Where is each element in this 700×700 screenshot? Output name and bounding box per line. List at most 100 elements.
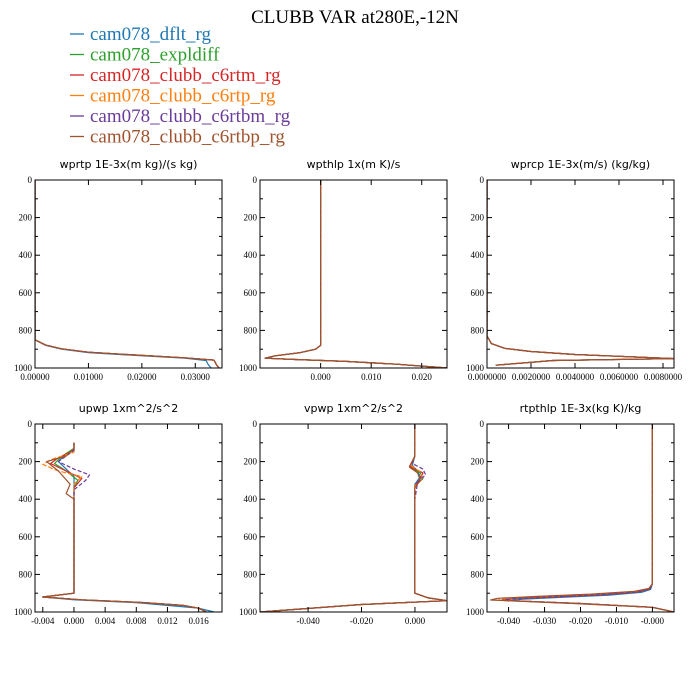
x-tick-label: 0.008 <box>126 616 147 626</box>
y-tick-label: 200 <box>244 457 258 467</box>
panel-title: upwp 1xm^2/s^2 <box>79 402 179 415</box>
x-tick-label: 0.004 <box>95 616 116 626</box>
series-line-cam078_clubb_c6rtp_rg <box>42 442 207 612</box>
y-tick-label: 200 <box>19 457 33 467</box>
y-tick-label: 600 <box>244 532 258 542</box>
y-tick-label: 400 <box>19 494 33 504</box>
y-tick-label: 200 <box>471 213 485 223</box>
plot-frame <box>486 179 675 369</box>
x-tick-label: 0.010 <box>361 372 382 382</box>
y-tick-label: 0 <box>480 419 485 429</box>
legend-item: cam078_clubb_c6rtm_rg <box>70 65 281 86</box>
y-tick-label: 600 <box>471 288 485 298</box>
series-line-cam078_clubb_c6rtbp_rg <box>490 424 674 612</box>
series-line-cam078_clubb_c6rtbm_rg <box>260 424 447 612</box>
x-tick-label: -0.040 <box>296 616 320 626</box>
x-tick-label: -0.020 <box>350 616 374 626</box>
x-tick-label: -0.010 <box>605 616 629 626</box>
y-tick-label: 0 <box>28 175 33 185</box>
x-tick-label: -0.040 <box>497 616 521 626</box>
panel-title: vpwp 1xm^2/s^2 <box>304 402 403 415</box>
legend-label: cam078_expldiff <box>90 45 220 66</box>
series-line-cam078_expldiff <box>487 180 674 366</box>
plot-frame <box>259 179 448 369</box>
legend-label: cam078_clubb_c6rtp_rg <box>90 86 276 107</box>
series-line-cam078_clubb_c6rtp_rg <box>487 180 674 366</box>
y-tick-label: 800 <box>19 325 33 335</box>
figure-title: CLUBB VAR at280E,-12N <box>251 7 459 28</box>
x-tick-label: 0.01000 <box>74 372 104 382</box>
plot-frame <box>259 423 448 613</box>
series-group <box>260 424 447 612</box>
y-tick-label: 200 <box>19 213 33 223</box>
x-tick-label: 0.03000 <box>181 372 211 382</box>
series-line-cam078_dflt_rg <box>508 424 674 612</box>
panel-6: rtpthlp 1E-3x(kg K)/kg 0 200 400 600 800 1000 -… <box>466 402 675 626</box>
series-line-cam078_clubb_c6rtm_rg <box>487 180 674 366</box>
y-tick-label: 200 <box>244 213 258 223</box>
x-tick-label: 0.020 <box>412 372 433 382</box>
series-line-cam078_clubb_c6rtm_rg <box>35 180 220 368</box>
x-tick-label: -0.030 <box>533 616 557 626</box>
series-line-cam078_clubb_c6rtp_rg <box>35 180 220 368</box>
series-line-cam078_clubb_c6rtbp_rg <box>260 424 447 612</box>
y-tick-label: 400 <box>244 250 258 260</box>
x-tick-label: 0.0020000 <box>512 372 551 382</box>
y-tick-label: 400 <box>471 494 485 504</box>
series-line-cam078_clubb_c6rtbm_rg <box>35 180 220 368</box>
y-tick-label: 1000 <box>239 607 258 617</box>
y-tick-label: 0 <box>480 175 485 185</box>
series-line-cam078_expldiff <box>264 180 447 368</box>
y-tick-label: 400 <box>19 250 33 260</box>
panel-2: wpthlp 1x(m K)/s 0 200 400 600 800 1000 0.000 0.… <box>239 158 448 382</box>
plot-frame <box>486 423 675 613</box>
series-group <box>35 180 220 368</box>
series-line-cam078_expldiff <box>260 424 447 612</box>
series-line-cam078_dflt_rg <box>260 424 447 612</box>
y-tick-label: 600 <box>471 532 485 542</box>
series-line-cam078_dflt_rg <box>264 180 447 368</box>
y-tick-label: 200 <box>471 457 485 467</box>
x-tick-label: 0.000 <box>311 372 332 382</box>
panel-3: wprcp 1E-3x(m/s) (kg/kg) 0 200 400 600 800 100… <box>466 158 683 382</box>
x-tick-label: -0.004 <box>31 616 55 626</box>
x-tick-label: 0.0080000 <box>644 372 683 382</box>
series-line-cam078_clubb_c6rtbp_rg <box>35 180 220 368</box>
series-line-cam078_expldiff <box>42 442 207 612</box>
y-tick-label: 600 <box>19 532 33 542</box>
y-tick-label: 0 <box>253 175 258 185</box>
legend-item: cam078_clubb_c6rtp_rg <box>70 86 276 107</box>
plot-frame <box>34 423 223 613</box>
series-line-cam078_clubb_c6rtbm_rg <box>42 442 207 612</box>
plot-frame <box>34 179 223 369</box>
legend: cam078_dflt_rgcam078_expldiffcam078_club… <box>70 24 291 148</box>
y-tick-label: 800 <box>471 325 485 335</box>
x-tick-label: -0.000 <box>641 616 665 626</box>
series-group <box>490 424 674 612</box>
panel-title: rtpthlp 1E-3x(kg K)/kg <box>520 402 642 415</box>
y-tick-label: 400 <box>471 250 485 260</box>
series-line-cam078_clubb_c6rtm_rg <box>500 424 674 612</box>
series-line-cam078_clubb_c6rtp_rg <box>497 424 674 612</box>
y-tick-label: 1000 <box>14 607 33 617</box>
y-tick-label: 1000 <box>239 363 258 373</box>
panel-title: wprcp 1E-3x(m/s) (kg/kg) <box>511 158 650 171</box>
y-tick-label: 800 <box>19 569 33 579</box>
panel-5: vpwp 1xm^2/s^2 0 200 400 600 800 1000 -0.040 -0.… <box>239 402 448 626</box>
x-tick-label: 0.000 <box>64 616 85 626</box>
y-tick-label: 1000 <box>466 363 485 373</box>
y-tick-label: 0 <box>28 419 33 429</box>
series-line-cam078_clubb_c6rtp_rg <box>260 424 447 612</box>
series-line-cam078_clubb_c6rtbm_rg <box>500 424 674 612</box>
x-tick-label: 0.000 <box>405 616 426 626</box>
y-tick-label: 400 <box>244 494 258 504</box>
x-tick-label: 0.012 <box>157 616 177 626</box>
series-line-cam078_clubb_c6rtbp_rg <box>487 180 674 366</box>
y-tick-label: 600 <box>244 288 258 298</box>
legend-label: cam078_dflt_rg <box>90 24 212 45</box>
y-tick-label: 1000 <box>14 363 33 373</box>
series-line-cam078_clubb_c6rtm_rg <box>260 424 447 612</box>
legend-label: cam078_clubb_c6rtm_rg <box>90 65 281 86</box>
panel-title: wpthlp 1x(m K)/s <box>307 158 401 171</box>
y-tick-label: 800 <box>244 325 258 335</box>
